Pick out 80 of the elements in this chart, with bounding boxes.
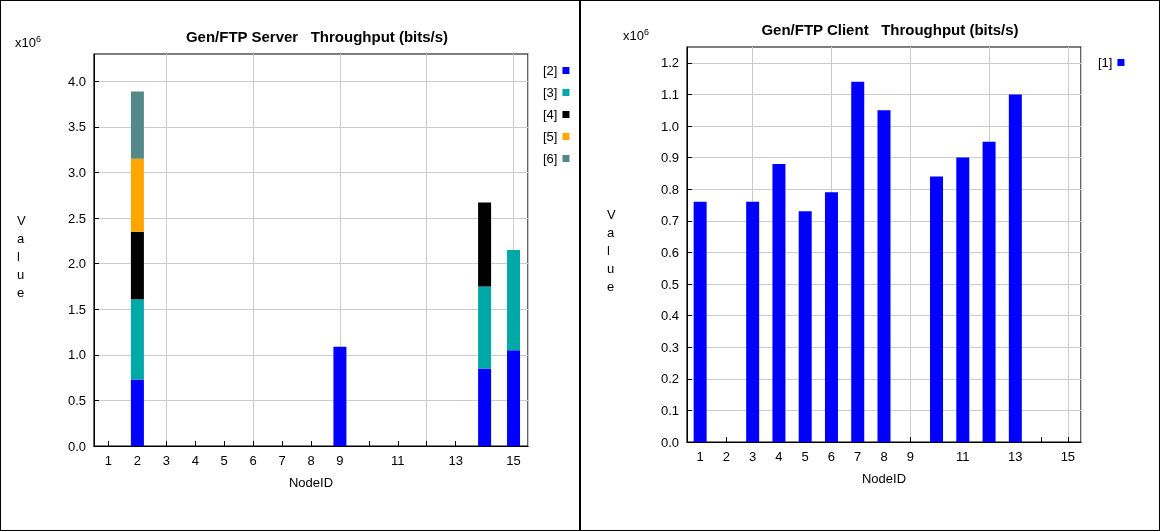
y-axis-title: Value [17,212,26,300]
bar [507,250,521,351]
bar [130,158,144,232]
x-tick-label: 13 [1008,449,1023,464]
x-tick-label: 15 [506,453,521,468]
y-tick-label: 0.7 [660,213,679,229]
bar [877,110,891,442]
y-tick-label: 0.2 [660,371,679,387]
x-tick-label: 7 [854,449,862,464]
bar [851,81,865,442]
x-tick-label: 2 [722,449,731,464]
x-tick-label: 7 [278,453,286,468]
bar [507,350,521,446]
x-tick-label: 15 [1060,449,1076,464]
y-tick-label: 4.0 [67,73,86,89]
y-tick-label: 2.0 [67,256,86,272]
x-tick-label: 8 [307,453,315,468]
x-tick-label: 6 [827,449,836,464]
y-tick-label: 1.0 [660,118,679,134]
y-tick-label: 0.8 [660,181,679,197]
x-tick-label: 3 [162,453,170,468]
y-tick-label: 1.0 [67,347,86,363]
x-tick-label: 4 [775,449,783,464]
bar [824,192,838,442]
x-tick-label: 9 [336,453,344,468]
y-tick-label: 0.0 [67,438,86,454]
y-tick-label: 0.6 [660,244,679,260]
x-tick-label: 11 [391,453,405,468]
bar [772,163,786,442]
bar [130,231,144,300]
y-tick-label: 3.0 [67,165,86,181]
x-tick-label: 5 [220,453,228,468]
y-tick-label: 1.5 [67,301,86,317]
y-tick-label: 0.5 [660,276,679,292]
bar [130,299,144,380]
legend-label: [2] [542,63,558,78]
chart-title: Gen/FTP Server Throughput (bits/s) [185,28,449,45]
y-tick-label: 0.3 [660,339,679,355]
x-tick-label: 6 [249,453,257,468]
bar [478,202,492,287]
y-tick-label: 0.5 [67,392,86,408]
bar [478,368,492,446]
legend-label: [3] [542,85,558,100]
x-tick-label: 4 [191,453,199,468]
y-axis-title: Value [607,207,616,294]
x-tick-label: 13 [448,453,463,468]
x-tick-label: 1 [696,449,704,464]
y-tick-label: 0.9 [660,150,679,166]
x-axis-title: NodeID [861,471,907,486]
legend-label: [5] [542,129,558,144]
x-tick-label: 11 [956,449,970,464]
bar [130,91,144,159]
bar [930,176,944,442]
legend-label: [6] [542,151,558,166]
bar [1008,94,1022,442]
y-tick-label: 1.2 [660,55,679,71]
bar [798,211,812,442]
y-tick-label: 0.4 [660,308,679,324]
x-axis-title: NodeID [288,475,334,490]
bar [982,141,996,442]
x-tick-label: 8 [880,449,888,464]
legend-label: [4] [542,107,558,122]
bar [130,379,144,446]
y-tick-label: 3.5 [67,119,86,135]
x-tick-label: 2 [133,453,142,468]
bar [333,346,347,446]
y-tick-label: 2.5 [67,210,86,226]
x-tick-label: 9 [906,449,914,464]
bar [478,286,492,369]
y-tick-label: 0.1 [660,402,679,418]
chart-title: Gen/FTP Client Throughput (bits/s) [761,21,1019,38]
y-tick-label: 1.1 [660,86,679,102]
x-tick-label: 5 [801,449,809,464]
x-tick-label: 1 [104,453,113,468]
x-tick-label: 3 [749,449,757,464]
legend-label: [1] [1097,55,1113,70]
bar [746,201,760,442]
bar [956,157,970,442]
y-tick-label: 0.0 [660,434,679,450]
bar [693,201,707,442]
